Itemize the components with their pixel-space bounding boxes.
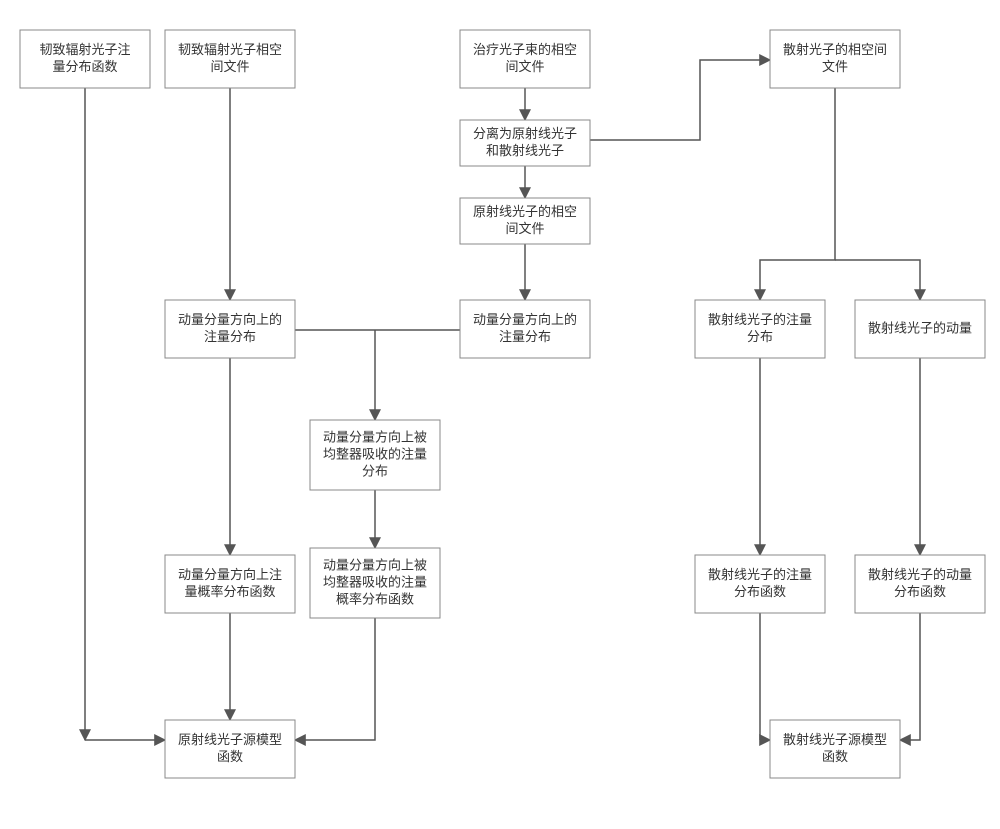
flow-edge <box>590 60 770 140</box>
flow-node: 散射线光子的动量分布函数 <box>855 555 985 613</box>
flow-node-label: 分布函数 <box>894 581 946 600</box>
flow-node-label: 量分布函数 <box>52 56 117 75</box>
flow-node-label: 分布函数 <box>734 581 786 600</box>
flow-node-label: 文件 <box>822 56 848 75</box>
flow-node: 分离为原射线光子和散射线光子 <box>460 120 590 166</box>
flow-node: 散射光子的相空间文件 <box>770 30 900 88</box>
flow-node-label: 间文件 <box>505 218 544 237</box>
flow-node: 动量分量方向上被均整器吸收的注量分布 <box>310 420 440 490</box>
flow-node: 动量分量方向上的注量分布 <box>165 300 295 358</box>
flow-edge <box>900 613 920 740</box>
flow-node: 韧致辐射光子相空间文件 <box>165 30 295 88</box>
flow-node: 原射线光子源模型函数 <box>165 720 295 778</box>
flow-node-label: 函数 <box>822 746 848 765</box>
flow-node: 散射线光子源模型函数 <box>770 720 900 778</box>
flow-node-label: 注量分布 <box>499 326 551 345</box>
flow-edge <box>760 88 835 300</box>
flow-node-label: 注量分布 <box>204 326 256 345</box>
flow-node: 动量分量方向上注量概率分布函数 <box>165 555 295 613</box>
flow-node-label: 概率分布函数 <box>336 589 414 608</box>
flow-node-label: 函数 <box>217 746 243 765</box>
flow-node: 动量分量方向上的注量分布 <box>460 300 590 358</box>
flow-node-label: 散射线光子的动量 <box>868 318 972 337</box>
flow-node: 散射线光子的注量分布函数 <box>695 555 825 613</box>
flow-node: 韧致辐射光子注量分布函数 <box>20 30 150 88</box>
flowchart-canvas: 韧致辐射光子注量分布函数韧致辐射光子相空间文件 治疗光子束的相空间文件 散射光子的相… <box>0 0 1000 829</box>
flow-node-label: 间文件 <box>505 56 544 75</box>
flow-node-label: 分布 <box>362 461 388 480</box>
flow-node: 散射线光子的注量分布 <box>695 300 825 358</box>
flow-node: 原射线光子的相空间文件 <box>460 198 590 244</box>
flow-node: 散射线光子的动量 <box>855 300 985 358</box>
flow-node-label: 分布 <box>747 326 773 345</box>
flow-edge <box>835 260 920 300</box>
flow-node: 治疗光子束的相空间文件 <box>460 30 590 88</box>
flow-edge <box>295 618 375 740</box>
flow-node-label: 量概率分布函数 <box>184 581 275 600</box>
flow-node-label: 间文件 <box>210 56 249 75</box>
flow-node-label: 和散射线光子 <box>486 140 564 159</box>
flow-node: 动量分量方向上被均整器吸收的注量概率分布函数 <box>310 548 440 618</box>
